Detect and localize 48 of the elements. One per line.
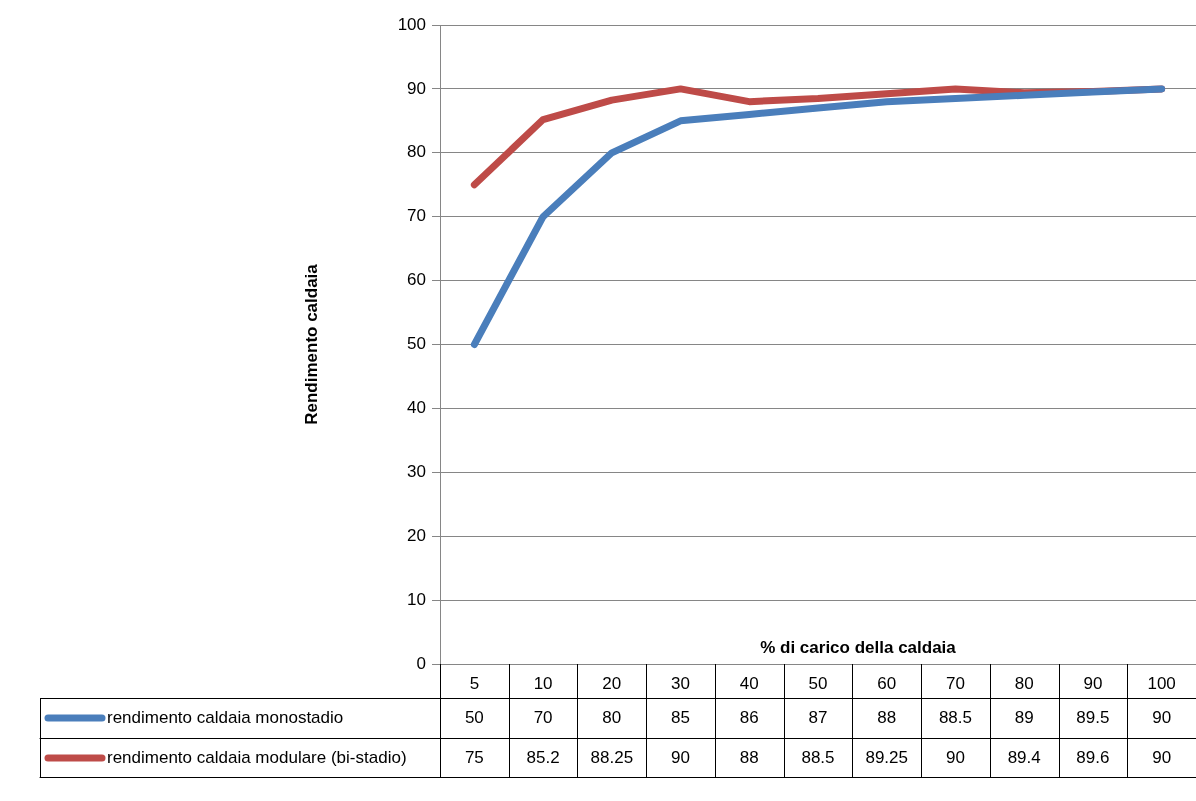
x-tick-label: 60 bbox=[877, 673, 897, 693]
y-tick-label: 20 bbox=[407, 525, 426, 545]
data-label: 90 bbox=[1152, 747, 1172, 767]
data-label: 86 bbox=[739, 707, 759, 727]
data-label: 90 bbox=[1152, 707, 1172, 727]
x-tick-label: 40 bbox=[739, 673, 759, 693]
data-label: 89.6 bbox=[1076, 747, 1110, 767]
data-label: 85 bbox=[671, 707, 691, 727]
y-tick-label: 60 bbox=[407, 270, 426, 290]
data-label: 70 bbox=[533, 707, 553, 727]
legend-label: rendimento caldaia modulare (bi-stadio) bbox=[107, 747, 407, 767]
data-label: 89.4 bbox=[1007, 747, 1041, 767]
y-tick-label: 40 bbox=[407, 398, 426, 418]
data-label: 89 bbox=[1014, 707, 1034, 727]
data-label: 88.25 bbox=[590, 747, 634, 767]
x-tick-label: 70 bbox=[945, 673, 965, 693]
data-label: 88 bbox=[739, 747, 759, 767]
data-label: 90 bbox=[671, 747, 691, 767]
y-tick-label: 70 bbox=[407, 206, 426, 226]
data-label: 88.5 bbox=[938, 707, 972, 727]
y-tick-label: 80 bbox=[407, 142, 426, 162]
y-axis-title: Rendimento caldaia bbox=[301, 263, 321, 425]
x-tick-label: 90 bbox=[1083, 673, 1103, 693]
data-label: 88 bbox=[877, 707, 897, 727]
y-tick-label: 90 bbox=[407, 78, 426, 98]
x-tick-label: 50 bbox=[808, 673, 828, 693]
data-label: 50 bbox=[464, 707, 484, 727]
y-tick-label: 100 bbox=[397, 14, 426, 34]
data-label: 75 bbox=[464, 747, 484, 767]
x-tick-label: 30 bbox=[671, 673, 691, 693]
y-tick-label: 10 bbox=[407, 589, 426, 609]
data-label: 89.25 bbox=[865, 747, 908, 767]
data-label: 87 bbox=[808, 707, 828, 727]
x-tick-label: 5 bbox=[469, 673, 480, 693]
data-label: 80 bbox=[602, 707, 622, 727]
y-tick-label: 0 bbox=[416, 653, 426, 673]
data-label: 90 bbox=[945, 747, 965, 767]
data-label: 85.2 bbox=[526, 747, 560, 767]
x-tick-label: 10 bbox=[533, 673, 553, 693]
x-tick-label: 20 bbox=[602, 673, 622, 693]
data-label: 89.5 bbox=[1076, 707, 1110, 727]
legend-label: rendimento caldaia monostadio bbox=[107, 707, 344, 727]
x-tick-label: 80 bbox=[1014, 673, 1034, 693]
y-tick-label: 50 bbox=[407, 334, 426, 354]
data-label: 88.5 bbox=[801, 747, 835, 767]
x-axis-title: % di carico della caldaia bbox=[760, 637, 957, 657]
x-tick-label: 100 bbox=[1147, 673, 1176, 693]
y-tick-label: 30 bbox=[407, 461, 426, 481]
